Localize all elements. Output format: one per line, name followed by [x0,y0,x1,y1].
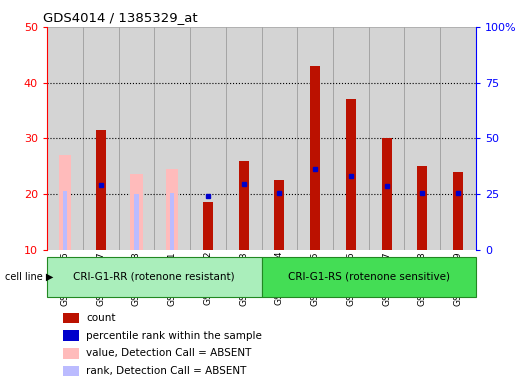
Bar [440,27,476,250]
Bar [47,257,262,297]
Text: value, Detection Call = ABSENT: value, Detection Call = ABSENT [86,348,252,358]
Bar [453,172,463,250]
Bar [333,27,369,250]
Bar [63,190,67,250]
Bar [170,193,174,250]
Bar [63,348,79,359]
Text: count: count [86,313,116,323]
Text: CRI-G1-RR (rotenone resistant): CRI-G1-RR (rotenone resistant) [73,271,235,281]
Bar [262,27,297,250]
Bar [297,27,333,250]
Bar [83,27,119,250]
Bar [417,166,427,250]
Bar [63,313,79,323]
Bar [310,66,320,250]
Bar [59,155,71,250]
Text: CRI-G1-RS (rotenone sensitive): CRI-G1-RS (rotenone sensitive) [288,271,450,281]
Text: percentile rank within the sample: percentile rank within the sample [86,331,262,341]
Bar [346,99,356,250]
Bar [63,330,79,341]
Text: cell line ▶: cell line ▶ [5,271,53,281]
Bar [382,138,392,250]
Bar [134,194,139,250]
Bar [203,202,213,250]
Bar [47,27,83,250]
Bar [119,27,154,250]
Bar [166,169,178,250]
Bar [130,174,143,250]
Bar [154,27,190,250]
Bar [275,180,285,250]
Bar [96,130,106,250]
Bar [404,27,440,250]
Bar [238,161,248,250]
Bar [262,257,476,297]
Text: rank, Detection Call = ABSENT: rank, Detection Call = ABSENT [86,366,247,376]
Bar [369,27,404,250]
Bar [63,366,79,376]
Bar [190,27,226,250]
Text: GDS4014 / 1385329_at: GDS4014 / 1385329_at [43,11,197,24]
Bar [226,27,262,250]
